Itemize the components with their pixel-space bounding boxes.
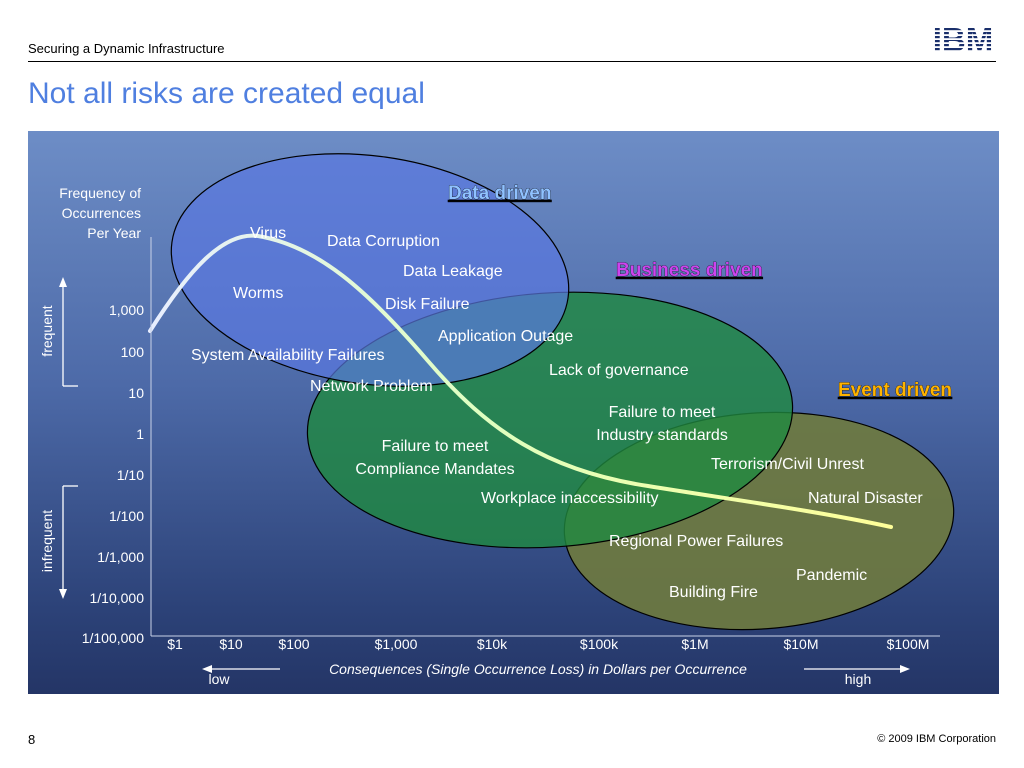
risk-diagram-canvas: Frequency of Occurrences Per Year 1,000 … bbox=[39, 153, 955, 687]
risk-label: System Availability Failures bbox=[191, 347, 385, 364]
risk-label: Pandemic bbox=[796, 567, 867, 584]
risk-label: Industry standards bbox=[596, 427, 728, 444]
y-tick-label: 1/10 bbox=[117, 467, 144, 483]
business-driven-heading: Business driven bbox=[616, 260, 763, 281]
deck-title: Securing a Dynamic Infrastructure bbox=[28, 41, 225, 56]
y-tick-label: 1/1,000 bbox=[97, 549, 144, 565]
x-tick-label: $100M bbox=[887, 636, 930, 652]
risk-label: Failure to meet bbox=[609, 404, 716, 421]
y-tick-label: 1/10,000 bbox=[90, 590, 145, 606]
x-tick-label: $1M bbox=[681, 636, 708, 652]
page-number: 8 bbox=[28, 732, 36, 747]
y-tick-label: 100 bbox=[121, 344, 145, 360]
page-title: Not all risks are created equal bbox=[28, 77, 425, 110]
copyright: © 2009 IBM Corporation bbox=[877, 733, 996, 745]
infrequent-arrow-head bbox=[59, 589, 67, 599]
y-tick-label: 1/100 bbox=[109, 508, 144, 524]
risk-label: Application Outage bbox=[438, 328, 573, 345]
risk-label: Lack of governance bbox=[549, 362, 689, 379]
risk-label: Workplace inaccessibility bbox=[481, 490, 659, 507]
x-tick-label: $1 bbox=[167, 636, 183, 652]
ibm-logo: IBM bbox=[933, 24, 994, 54]
high-arrow-head bbox=[900, 665, 910, 673]
x-tick-label: $10 bbox=[219, 636, 243, 652]
risk-label: Building Fire bbox=[669, 584, 758, 601]
risk-label: Regional Power Failures bbox=[609, 533, 783, 550]
data-driven-ellipse bbox=[170, 153, 570, 387]
event-driven-heading: Event driven bbox=[838, 380, 952, 401]
risk-label: Network Problem bbox=[310, 378, 433, 395]
y-axis-title-line: Frequency of bbox=[59, 185, 141, 201]
x-tick-label: $1,000 bbox=[375, 636, 418, 652]
y-tick-label: 1,000 bbox=[109, 302, 144, 318]
x-tick-label: $100k bbox=[580, 636, 619, 652]
x-tick-label: $10M bbox=[783, 636, 818, 652]
data-driven-heading: Data driven bbox=[448, 183, 551, 204]
frequent-arrow-head bbox=[59, 277, 67, 287]
frequent-label: frequent bbox=[39, 305, 55, 356]
x-tick-label: $100 bbox=[278, 636, 309, 652]
logo-text: IBM bbox=[933, 24, 994, 54]
high-label: high bbox=[845, 671, 871, 687]
y-tick-label: 1 bbox=[136, 426, 144, 442]
risk-label: Worms bbox=[233, 285, 283, 302]
risk-label: Data Corruption bbox=[327, 233, 440, 250]
y-axis-title-line: Occurrences bbox=[62, 205, 141, 221]
header-rule bbox=[28, 61, 996, 62]
low-label: low bbox=[208, 671, 230, 687]
y-tick-label: 1/100,000 bbox=[82, 630, 144, 646]
infrequent-label: infrequent bbox=[39, 510, 55, 572]
risk-label: Disk Failure bbox=[385, 296, 470, 313]
risk-label: Data Leakage bbox=[403, 263, 503, 280]
risk-diagram: Frequency of Occurrences Per Year 1,000 … bbox=[28, 131, 999, 694]
risk-label: Natural Disaster bbox=[808, 490, 923, 507]
risk-label: Virus bbox=[250, 225, 286, 242]
x-tick-label: $10k bbox=[477, 636, 508, 652]
low-arrow-head bbox=[202, 665, 212, 673]
y-axis-title-line: Per Year bbox=[87, 225, 141, 241]
risk-label: Terrorism/Civil Unrest bbox=[711, 456, 864, 473]
risk-label: Compliance Mandates bbox=[355, 461, 514, 478]
risk-curve bbox=[148, 233, 893, 529]
x-axis-title: Consequences (Single Occurrence Loss) in… bbox=[329, 661, 747, 677]
risk-label: Failure to meet bbox=[382, 438, 489, 455]
y-tick-label: 10 bbox=[128, 385, 144, 401]
